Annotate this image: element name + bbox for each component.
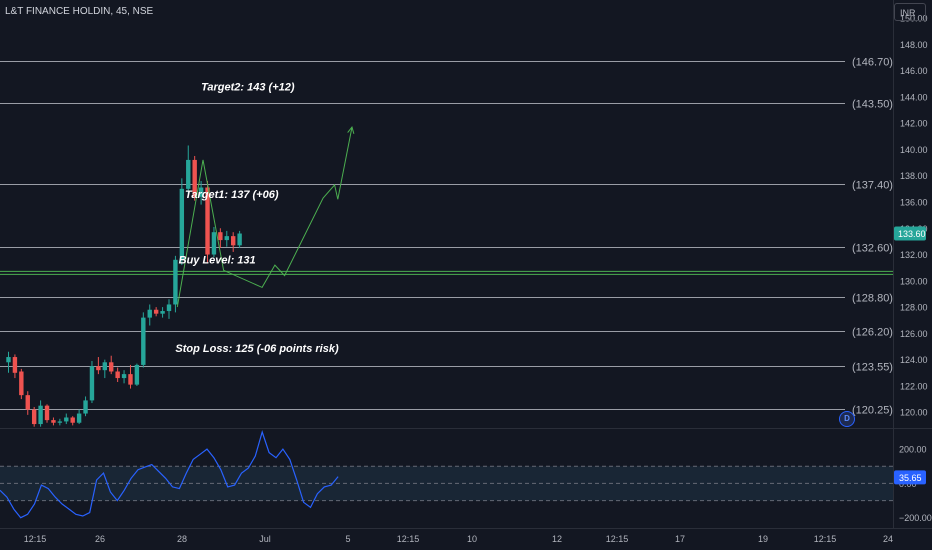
candle-body	[218, 232, 223, 241]
price-tags: 133.60 35.65	[894, 226, 926, 485]
annotation-label: Target1: 137 (+06)	[185, 189, 279, 201]
currency-button[interactable]: INR	[894, 3, 926, 21]
rsi-tick-label: −200.00	[899, 513, 932, 523]
dividend-badge[interactable]: D	[839, 411, 855, 427]
level-label: (126.20)	[852, 327, 893, 339]
price-axis: 150.00 148.00 146.00 144.00 142.00 140.00 138.…	[900, 14, 928, 418]
time-tick-label: 12:15	[814, 534, 837, 544]
candle-body	[70, 417, 75, 423]
price-tick-label: 122.00	[900, 381, 928, 391]
horizontal-levels: (146.70) (143.50) (137.40) (132.60) (128.80)…	[0, 0, 932, 528]
candle-body	[134, 364, 140, 385]
candle-body	[51, 420, 56, 423]
annotation-label: Buy Level: 131	[179, 255, 256, 267]
candle-body	[141, 317, 146, 365]
candle-body	[102, 362, 107, 371]
level-label: (146.70)	[852, 57, 893, 69]
candle-body	[76, 413, 82, 423]
candle-body	[115, 371, 120, 379]
candle-body	[205, 187, 210, 255]
price-tick-label: 132.00	[900, 250, 928, 260]
price-tick-label: 144.00	[900, 92, 928, 102]
price-tick-label: 130.00	[900, 276, 928, 286]
annotation-label: Target2: 143 (+12)	[201, 81, 295, 93]
time-tick-label: 12:15	[24, 534, 47, 544]
candle-body	[192, 159, 197, 197]
rsi-line	[0, 429, 339, 519]
symbol-title: L&T FINANCE HOLDIN, 45, NSE	[5, 6, 154, 17]
time-tick-label: 28	[177, 534, 187, 544]
candle-body	[31, 409, 37, 425]
candle-body	[12, 357, 18, 373]
candle-body	[224, 236, 229, 241]
level-label: (123.55)	[852, 362, 893, 374]
price-tick-label: 142.00	[900, 119, 928, 129]
candle-body	[109, 362, 114, 372]
candle-body	[121, 374, 127, 379]
current-price-label: 133.60	[898, 229, 926, 239]
candle-body	[25, 395, 30, 410]
candle-body	[96, 366, 101, 371]
candle-body	[147, 309, 152, 318]
price-tick-label: 124.00	[900, 355, 928, 365]
time-tick-label: 12	[552, 534, 562, 544]
candles	[6, 145, 242, 427]
time-tick-label: 26	[95, 534, 105, 544]
candle-body	[160, 311, 165, 314]
price-tick-label: 146.00	[900, 66, 928, 76]
time-tick-label: 12:15	[397, 534, 420, 544]
candle-body	[153, 309, 159, 314]
rsi-pane: 200.000.00−200.00	[0, 429, 932, 523]
time-tick-label: 10	[467, 534, 477, 544]
candle-body	[19, 371, 24, 396]
price-tick-label: 150.00	[900, 14, 928, 24]
candle-body	[198, 187, 204, 197]
candle-body	[128, 374, 133, 385]
candle-body	[173, 259, 178, 305]
candle-body	[6, 357, 11, 363]
time-tick-label: 12:15	[606, 534, 629, 544]
candle-body	[89, 366, 95, 401]
time-tick-label: Jul	[259, 534, 271, 544]
candle-body	[64, 417, 69, 422]
annotations: Target2: 143 (+12) Target1: 137 (+06) Buy …	[175, 81, 339, 355]
time-tick-label: 17	[675, 534, 685, 544]
projection-line	[176, 127, 353, 308]
candle-body	[83, 400, 88, 414]
rsi-value-label: 35.65	[899, 473, 922, 483]
level-label: (128.80)	[852, 293, 893, 305]
price-tick-label: 138.00	[900, 171, 928, 181]
candle-body	[237, 233, 242, 246]
price-tick-label: 126.00	[900, 329, 928, 339]
price-tick-label: 148.00	[900, 40, 928, 50]
time-axis: 12:15 26 28 Jul 5 12:15 10 12 12:15 17 19 12:15 24	[0, 528, 932, 544]
candle-body	[231, 236, 236, 246]
price-tick-label: 120.00	[900, 408, 928, 418]
time-tick-label: 19	[758, 534, 768, 544]
level-label: (143.50)	[852, 99, 893, 111]
level-label: (120.25)	[852, 405, 893, 417]
candle-body	[179, 188, 185, 260]
rsi-tick-label: 200.00	[899, 445, 927, 455]
level-label: (137.40)	[852, 180, 893, 192]
price-tick-label: 136.00	[900, 197, 928, 207]
rsi-value-tag	[894, 470, 926, 485]
candle-body	[38, 405, 43, 425]
time-tick-label: 24	[883, 534, 893, 544]
time-tick-label: 5	[345, 534, 350, 544]
candle-body	[44, 405, 50, 421]
candle-body	[211, 232, 217, 255]
projection-arrowhead	[347, 125, 355, 134]
projection-path	[176, 125, 355, 308]
candle-body	[186, 159, 191, 189]
level-label: (132.60)	[852, 243, 893, 255]
annotation-label: Stop Loss: 125 (-06 points risk)	[175, 343, 339, 355]
current-price-tag	[894, 226, 926, 241]
candle-body	[57, 421, 63, 423]
price-tick-label: 140.00	[900, 145, 928, 155]
price-tick-label: 128.00	[900, 303, 928, 313]
candle-body	[166, 304, 172, 312]
